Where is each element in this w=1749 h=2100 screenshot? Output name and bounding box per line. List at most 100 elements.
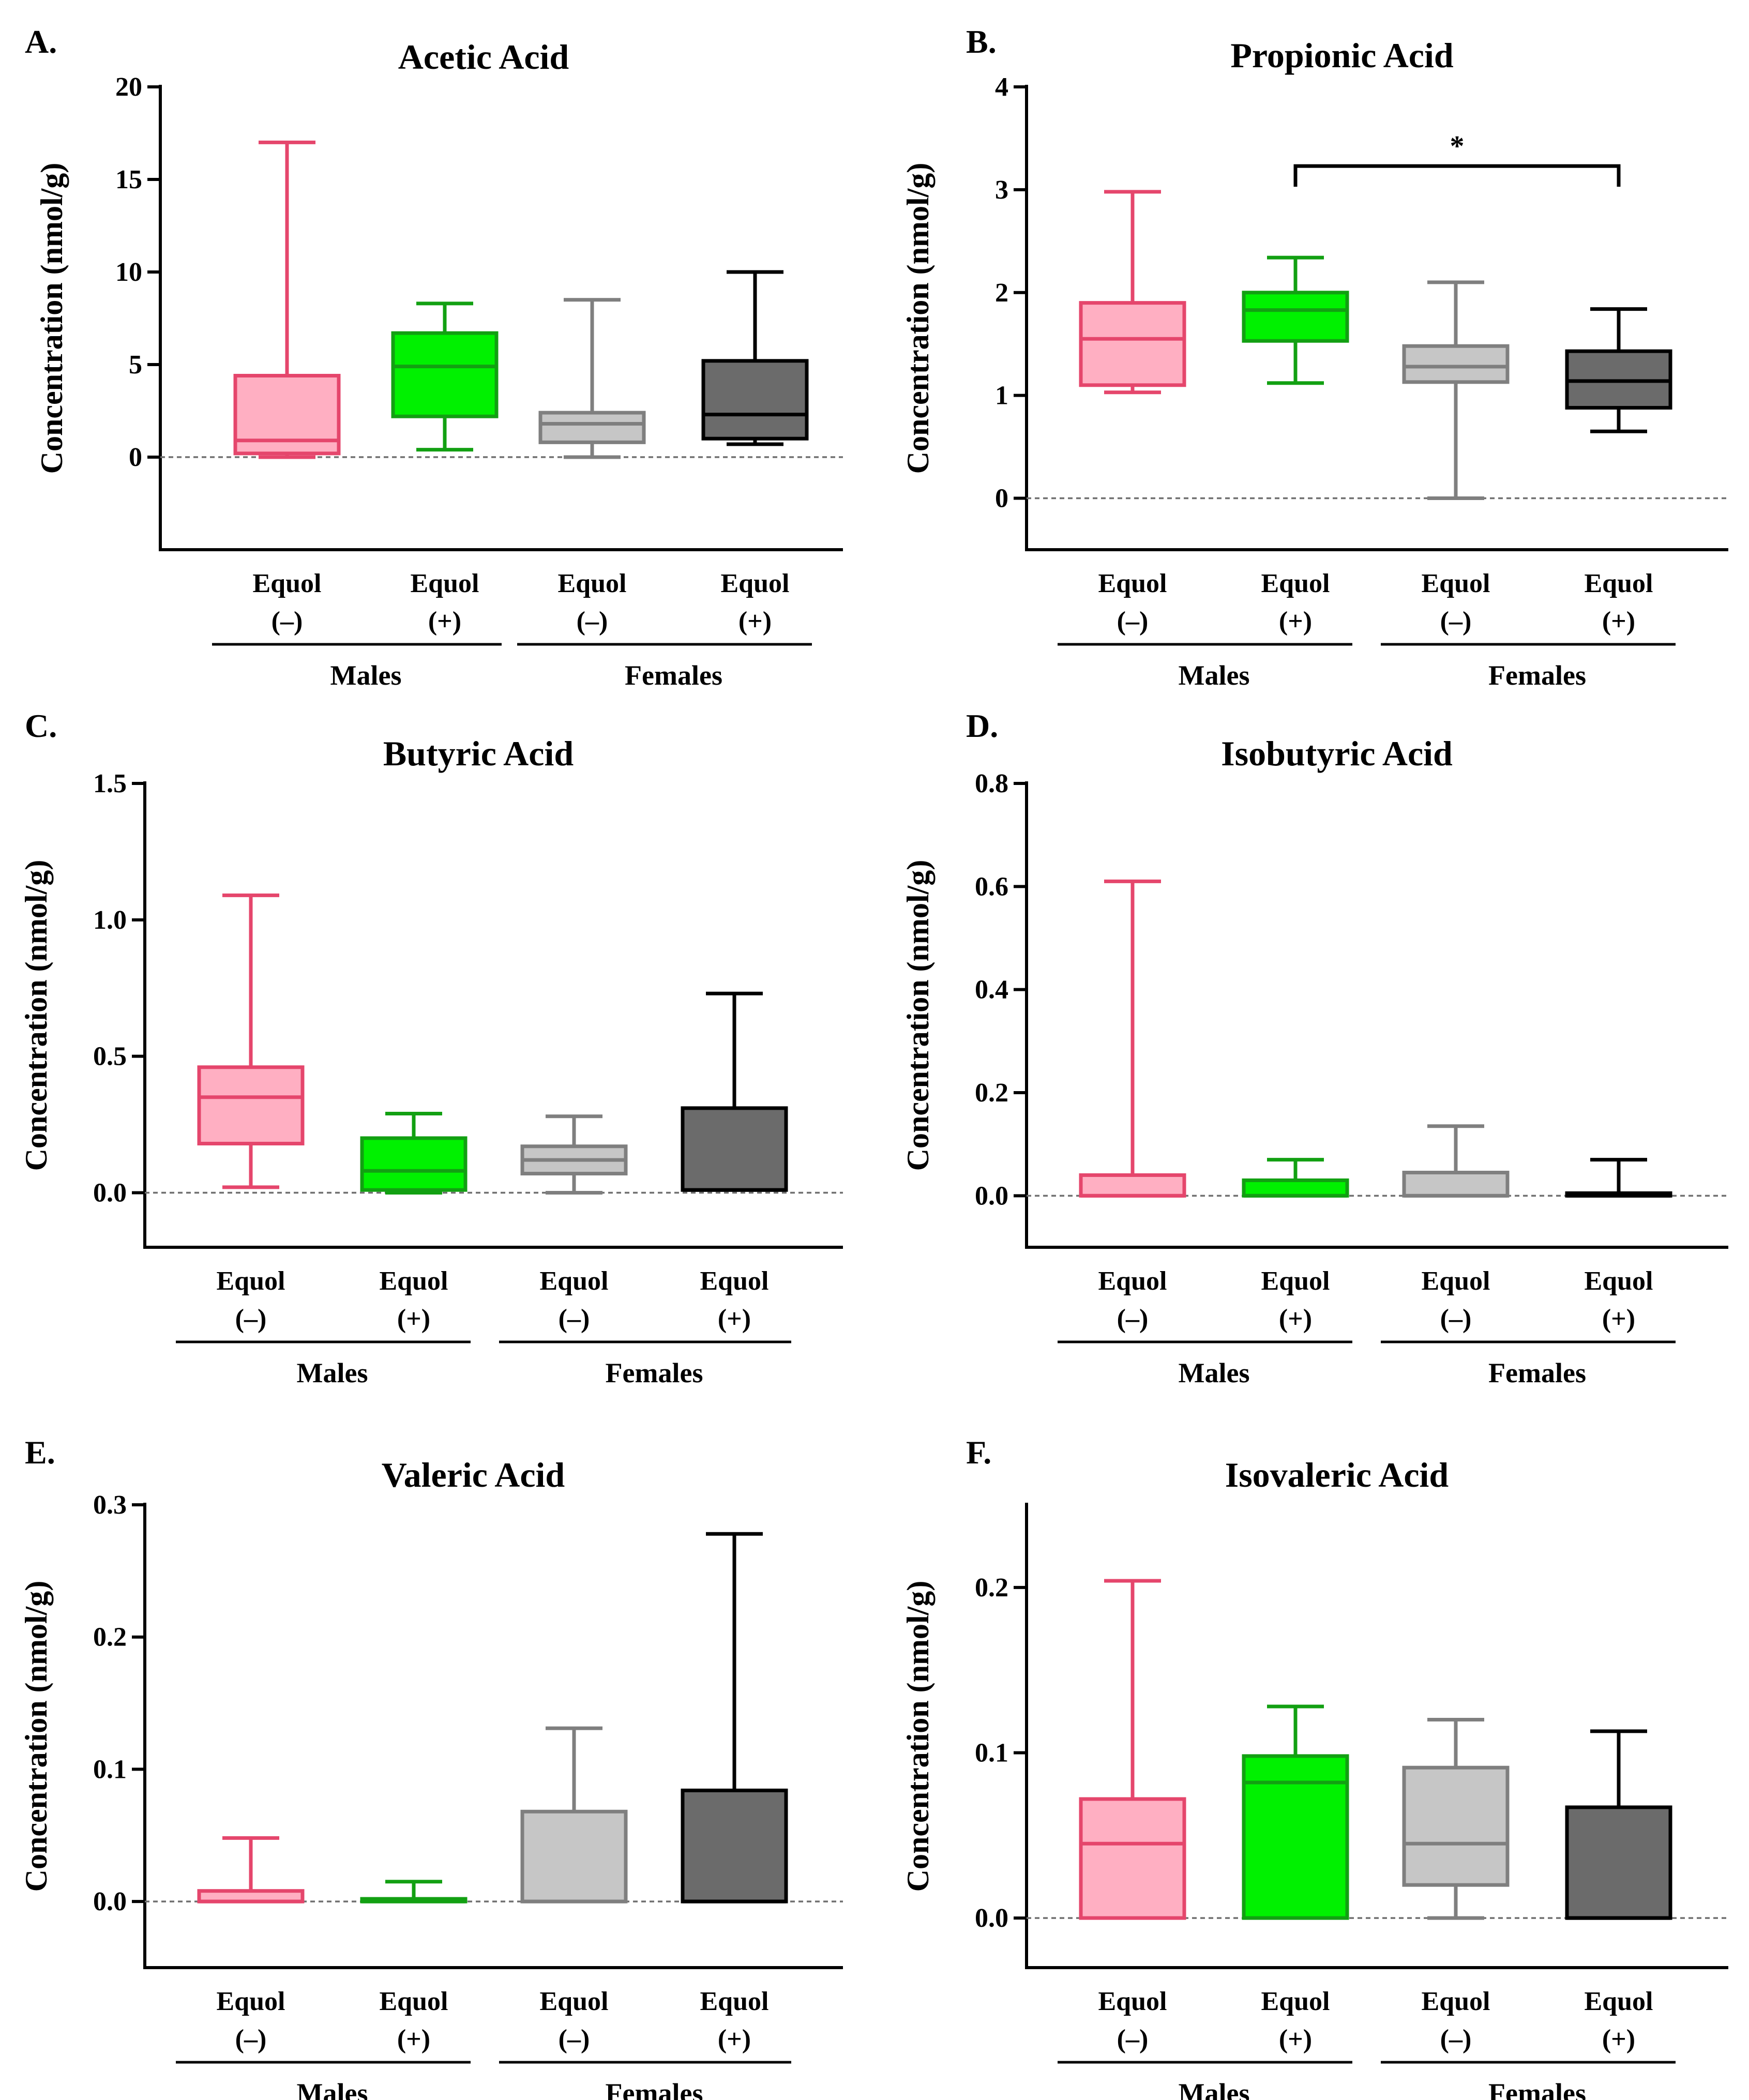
- chart-title: Isobutyric Acid: [1221, 734, 1453, 773]
- y-tick-label: 15: [115, 165, 142, 194]
- box-4: [701, 270, 809, 446]
- x-tick-label-line1: Equol: [540, 1266, 609, 1296]
- x-tick-label-line1: Equol: [1098, 1266, 1167, 1296]
- x-tick-label-line1: Equol: [1261, 1987, 1330, 2016]
- panel-2: B. Propionic Acid Concentration (nmol/g) 0 1…: [901, 23, 1728, 691]
- box-iqr: [1242, 291, 1349, 343]
- group-label-males: Males: [297, 1357, 368, 1388]
- x-tick-label-line2: (+): [397, 1304, 430, 1334]
- x-tick-label-line1: Equol: [1585, 1266, 1653, 1296]
- y-tick-label: 0: [995, 484, 1008, 513]
- x-tick-label-line1: Equol: [1261, 569, 1330, 598]
- x-tick-label-line2: (–): [559, 2025, 590, 2054]
- x-tick-label-line2: (–): [1440, 2025, 1472, 2054]
- group-label-females: Females: [606, 2078, 703, 2100]
- y-tick-label: 20: [115, 72, 142, 102]
- x-tick-label-line2: (+): [1279, 1304, 1312, 1334]
- x-tick-label-line2: (+): [718, 2025, 751, 2054]
- box-1: [1079, 879, 1186, 1198]
- x-tick-label-line2: (–): [1440, 607, 1472, 636]
- y-tick-label: 0.0: [975, 1903, 1008, 1933]
- x-tick-label-line1: Equol: [217, 1987, 285, 2016]
- group-label-females: Females: [1488, 2078, 1586, 2100]
- significance-bracket: [1293, 164, 1621, 187]
- x-tick-label-line1: Equol: [1422, 1987, 1490, 2016]
- chart-title: Butyric Acid: [383, 734, 574, 773]
- x-tick-label-line1: Equol: [1422, 1266, 1490, 1296]
- box-iqr: [1079, 1797, 1186, 1920]
- x-tick-label-line2: (+): [1602, 607, 1635, 636]
- panel-4: D. Isobutyric Acid Concentration (nmol/g) 0…: [901, 707, 1728, 1388]
- x-tick-label-line2: (–): [1117, 607, 1149, 636]
- x-tick-label-line2: (–): [235, 1304, 267, 1334]
- box-1: [197, 1836, 305, 1903]
- x-tick-label-line2: (–): [577, 607, 608, 636]
- box-iqr: [1242, 1178, 1349, 1198]
- y-tick-label: 2: [995, 278, 1008, 308]
- panel-1: A. Acetic Acid Concentration (nmol/g) 0 5 10 1…: [25, 23, 843, 691]
- y-axis-label: Concentration (nmol/g): [901, 860, 935, 1171]
- box-3: [1402, 280, 1510, 501]
- y-tick-label: 5: [129, 350, 142, 380]
- box-2: [1242, 255, 1349, 385]
- x-tick-label-line1: Equol: [700, 1266, 769, 1296]
- x-tick-label-line2: (–): [1117, 2025, 1149, 2054]
- y-tick-label: 0.2: [975, 1573, 1008, 1603]
- x-tick-label-line2: (+): [718, 1304, 751, 1334]
- x-tick-label-line2: (+): [738, 607, 772, 636]
- x-tick-label-line2: (+): [1279, 2025, 1312, 2054]
- x-tick-label-line1: Equol: [380, 1266, 448, 1296]
- y-tick-label: 10: [115, 258, 142, 287]
- box-1: [1079, 1579, 1186, 1920]
- y-axis-label: Concentration (nmol/g): [901, 1581, 935, 1892]
- x-tick-label-line1: Equol: [217, 1266, 285, 1296]
- group-label-females: Females: [1488, 1357, 1586, 1388]
- group-label-males: Males: [330, 660, 402, 691]
- box-1: [197, 893, 305, 1189]
- box-4: [1565, 1729, 1672, 1920]
- box-2: [391, 301, 499, 452]
- x-tick-label-line1: Equol: [380, 1987, 448, 2016]
- group-label-males: Males: [297, 2078, 368, 2100]
- y-tick-label: 0.8: [975, 769, 1008, 798]
- box-2: [360, 1880, 468, 1903]
- x-tick-label-line1: Equol: [1261, 1266, 1330, 1296]
- box-iqr: [1242, 1754, 1349, 1920]
- y-tick-label: 0.1: [93, 1755, 127, 1784]
- x-tick-label-line2: (+): [428, 607, 461, 636]
- y-tick-label: 0.3: [93, 1490, 127, 1520]
- y-tick-label: 0.2: [975, 1078, 1008, 1108]
- box-iqr: [701, 359, 809, 441]
- box-iqr: [681, 1788, 788, 1903]
- x-tick-label-line1: Equol: [253, 569, 322, 598]
- y-axis-label: Concentration (nmol/g): [35, 163, 69, 474]
- x-tick-label-line1: Equol: [1422, 569, 1490, 598]
- y-tick-label: 0.6: [975, 872, 1008, 901]
- panel-letter: B.: [966, 23, 997, 60]
- group-label-females: Females: [625, 660, 722, 691]
- chart-title: Isovaleric Acid: [1225, 1455, 1449, 1494]
- y-axis-label: Concentration (nmol/g): [19, 1581, 53, 1892]
- x-tick-label-line1: Equol: [1098, 1987, 1167, 2016]
- chart-title: Valeric Acid: [382, 1455, 565, 1494]
- box-4: [681, 1532, 788, 1903]
- panel-letter: E.: [25, 1434, 55, 1471]
- chart-title: Acetic Acid: [398, 37, 569, 77]
- y-tick-label: 1.0: [93, 905, 127, 935]
- box-1: [1079, 190, 1186, 395]
- x-tick-label-line2: (–): [272, 607, 303, 636]
- box-3: [538, 298, 646, 459]
- group-label-males: Males: [1179, 2078, 1250, 2100]
- box-iqr: [197, 1065, 305, 1145]
- panel-5: E. Valeric Acid Concentration (nmol/g) 0.0 0…: [19, 1434, 843, 2100]
- group-label-females: Females: [1488, 660, 1586, 691]
- x-tick-label-line1: Equol: [540, 1987, 609, 2016]
- panel-letter: A.: [25, 23, 57, 60]
- x-tick-label-line2: (–): [235, 2025, 267, 2054]
- group-label-males: Males: [1179, 660, 1250, 691]
- box-iqr: [1079, 1173, 1186, 1198]
- x-tick-label-line2: (–): [559, 1304, 590, 1334]
- box-iqr: [681, 1106, 788, 1192]
- panel-3: C. Butyric Acid Concentration (nmol/g) 0.0 0…: [19, 707, 843, 1388]
